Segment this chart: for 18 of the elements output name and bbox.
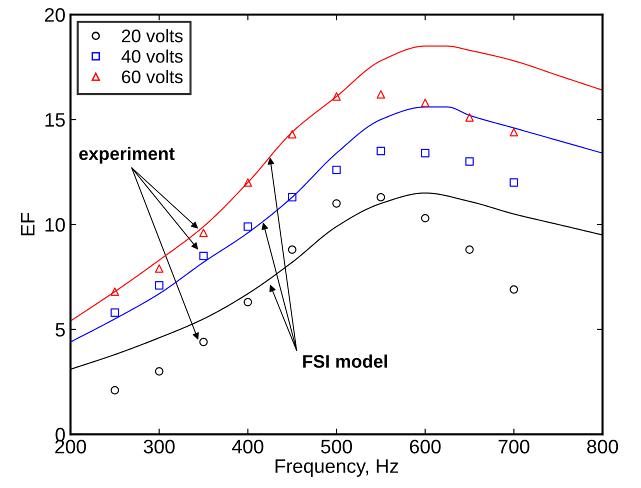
legend-label: 20 volts — [122, 29, 183, 42]
x-tick-label: 600 — [410, 440, 441, 454]
x-tick-label: 400 — [232, 440, 264, 454]
y-axis-title: EF — [21, 212, 34, 236]
y-tick-label: 10 — [46, 218, 65, 232]
legend-label: 40 volts — [121, 50, 183, 63]
x-tick-label: 700 — [498, 440, 530, 454]
y-tick-label: 15 — [46, 113, 65, 127]
x-axis-title: Frequency, Hz — [276, 459, 398, 477]
legend-label: 60 volts — [122, 70, 183, 84]
y-tick-label: 20 — [45, 8, 65, 22]
y-tick-label: 5 — [56, 323, 65, 337]
x-tick-label: 500 — [321, 440, 352, 454]
x-tick-label: 300 — [144, 440, 175, 454]
x-tick-label: 200 — [55, 440, 86, 454]
annotation: experiment — [79, 146, 175, 164]
x-tick-label: 800 — [587, 440, 618, 454]
annotation: FSI model — [303, 354, 387, 368]
